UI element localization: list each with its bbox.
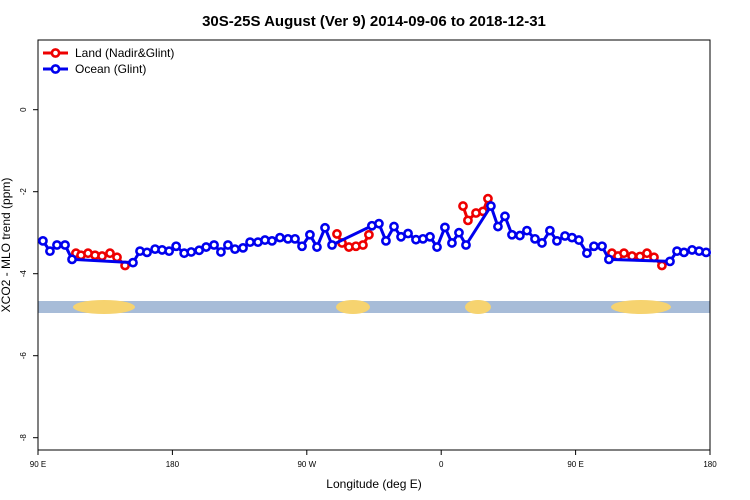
land-strip	[611, 300, 671, 314]
data-point	[245, 237, 255, 248]
y-tick-label: -2	[19, 188, 28, 196]
data-point	[238, 242, 248, 253]
data-point	[458, 201, 468, 211]
data-point	[573, 235, 584, 245]
data-point	[440, 222, 450, 233]
data-point	[290, 233, 300, 244]
data-point	[223, 240, 233, 250]
data-point	[38, 235, 48, 246]
data-point	[142, 247, 152, 258]
legend-label: Land (Nadir&Glint)	[75, 46, 174, 60]
y-axis-label: XCO2 - MLO trend (ppm)	[0, 178, 13, 313]
plot-frame	[37, 39, 711, 451]
data-point	[500, 211, 510, 222]
data-point	[60, 240, 70, 250]
legend-marker	[50, 48, 61, 58]
data-point	[493, 221, 503, 232]
data-point	[507, 229, 517, 240]
data-point	[52, 240, 62, 250]
data-point	[432, 242, 442, 252]
data-point	[454, 227, 464, 238]
land-strip	[465, 300, 491, 314]
data-point	[463, 215, 473, 226]
data-point	[267, 235, 277, 246]
land-strip	[336, 300, 370, 314]
data-point	[97, 251, 107, 261]
data-point	[665, 256, 675, 267]
data-point	[364, 229, 374, 240]
data-point	[105, 248, 115, 259]
x-tick-label: 90 W	[297, 460, 316, 469]
data-point	[597, 241, 607, 252]
ocean-strip	[38, 301, 710, 313]
x-axis-label: Longitude (deg E)	[326, 477, 421, 491]
data-point	[545, 225, 555, 236]
data-point	[403, 228, 413, 239]
data-point	[537, 238, 547, 248]
data-point	[164, 246, 175, 257]
y-tick-label: -4	[19, 270, 28, 278]
x-tick-label: 0	[439, 460, 444, 469]
data-point	[305, 229, 315, 240]
data-point	[589, 241, 599, 252]
chart-title: 30S-25S August (Ver 9) 2014-09-06 to 201…	[202, 13, 546, 30]
legend-label: Ocean (Glint)	[75, 62, 146, 76]
land-ocean-strip	[38, 300, 710, 314]
data-point	[552, 235, 562, 246]
data-point	[486, 201, 496, 211]
data-point	[128, 257, 138, 268]
data-point	[381, 235, 391, 246]
data-point	[425, 231, 435, 242]
data-point	[201, 242, 212, 252]
data-point	[327, 240, 337, 250]
land-strip	[73, 300, 135, 314]
data-point	[332, 229, 342, 239]
data-point	[447, 238, 457, 248]
data-point	[230, 244, 240, 254]
data-point	[679, 247, 689, 258]
data-point	[112, 252, 122, 263]
data-point	[604, 254, 614, 265]
data-point	[297, 241, 307, 252]
data-point	[657, 260, 667, 271]
y-tick-label: -8	[19, 434, 28, 442]
data-point	[642, 248, 652, 259]
data-point	[461, 240, 471, 250]
data-point	[701, 247, 712, 258]
data-point	[312, 242, 322, 252]
data-point	[186, 247, 197, 257]
data-point	[275, 232, 285, 243]
data-point	[216, 247, 226, 257]
data-point	[67, 254, 77, 265]
data-point	[619, 248, 629, 259]
data-point	[514, 230, 525, 241]
data-point	[320, 222, 330, 233]
x-tick-label: 180	[166, 460, 180, 469]
x-tick-label: 90 E	[567, 460, 583, 469]
data-point	[582, 248, 592, 259]
data-point	[45, 246, 55, 257]
data-point	[171, 241, 182, 252]
x-tick-label: 180	[703, 460, 717, 469]
x-tick-label: 90 E	[30, 460, 46, 469]
data-point	[358, 240, 368, 250]
data-point	[209, 240, 219, 250]
data-point	[522, 225, 532, 236]
data-point	[374, 218, 384, 229]
data-point	[389, 221, 399, 232]
legend-marker	[50, 64, 61, 74]
data-point	[530, 233, 540, 244]
y-tick-label: 0	[19, 107, 28, 112]
y-tick-label: -6	[19, 352, 28, 360]
